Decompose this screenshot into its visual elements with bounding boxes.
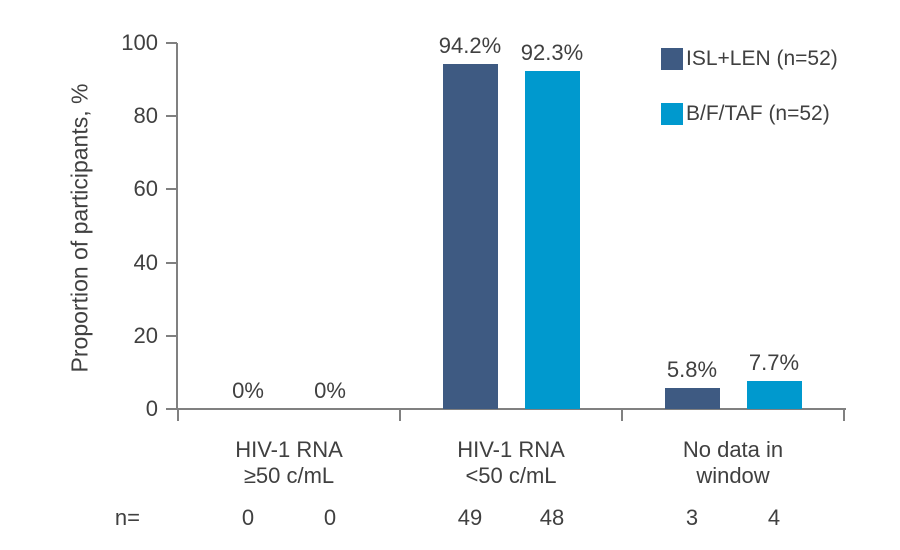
y-tick-mark	[166, 408, 177, 410]
n-value: 4	[767, 505, 781, 530]
x-tick-mark	[177, 409, 179, 421]
bar-series-2	[524, 71, 580, 409]
value-label: 0%	[314, 378, 346, 403]
n-value: 48	[539, 505, 565, 530]
value-label: 0%	[232, 378, 264, 403]
x-axis-line	[176, 408, 846, 410]
legend-label: B/F/TAF (n=52)	[686, 102, 830, 125]
legend-item: B/F/TAF (n=52)	[661, 102, 830, 126]
y-tick-label: 20	[133, 322, 158, 348]
legend-swatch	[661, 48, 683, 70]
x-tick-mark	[399, 409, 401, 421]
category-label: HIV-1 RNA ≥50 c/mL	[235, 437, 343, 488]
value-label: 5.8%	[666, 357, 718, 382]
category-label: No data in window	[682, 437, 784, 488]
bar-series-1	[664, 388, 720, 409]
y-tick-mark	[166, 115, 177, 118]
y-tick-mark	[166, 334, 177, 337]
y-tick-label: 40	[133, 249, 158, 275]
y-tick-label: 0	[145, 396, 158, 421]
y-tick-label: 60	[133, 176, 158, 202]
n-value: 0	[323, 505, 337, 530]
legend-swatch	[661, 103, 683, 125]
n-row-prefix: n=	[114, 505, 140, 530]
y-tick-mark	[166, 188, 177, 191]
y-tick-mark	[166, 42, 177, 44]
legend-item: ISL+LEN (n=52)	[661, 47, 838, 71]
y-tick-label: 100	[121, 30, 158, 55]
x-tick-mark	[843, 409, 845, 421]
bar-series-2	[746, 381, 802, 409]
x-tick-mark	[621, 409, 623, 421]
legend-label: ISL+LEN (n=52)	[686, 47, 838, 70]
value-label: 92.3%	[520, 40, 584, 65]
n-value: 49	[457, 505, 483, 530]
bar-series-1	[442, 64, 498, 409]
y-tick-label: 80	[133, 103, 158, 129]
y-tick-mark	[166, 261, 177, 264]
y-axis-line	[176, 43, 178, 410]
category-label: HIV-1 RNA <50 c/mL	[457, 437, 565, 488]
n-value: 0	[241, 505, 255, 530]
value-label: 7.7%	[748, 350, 800, 375]
n-value: 3	[685, 505, 699, 530]
value-label: 94.2%	[438, 33, 502, 58]
